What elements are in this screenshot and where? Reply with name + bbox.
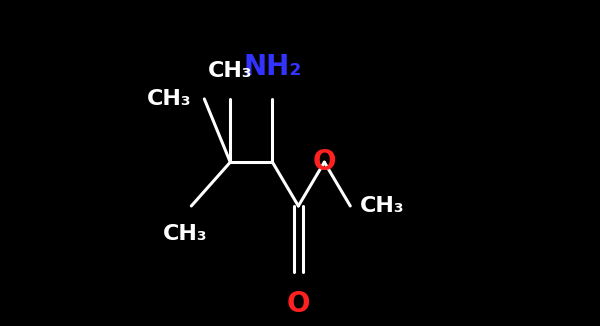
- Text: O: O: [313, 148, 336, 176]
- Text: NH₂: NH₂: [243, 53, 302, 81]
- Text: CH₃: CH₃: [147, 89, 191, 109]
- Text: CH₃: CH₃: [208, 61, 253, 81]
- Text: CH₃: CH₃: [360, 196, 404, 216]
- Text: CH₃: CH₃: [163, 224, 207, 244]
- Text: O: O: [287, 290, 310, 318]
